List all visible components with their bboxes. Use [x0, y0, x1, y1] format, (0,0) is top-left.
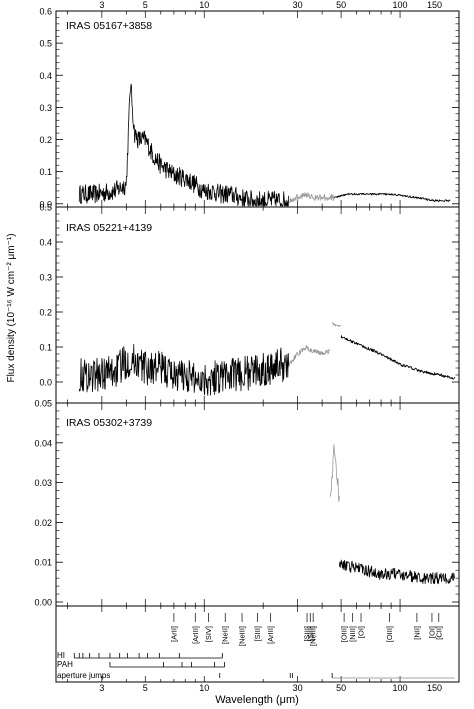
y-tick-label: 0.03 [34, 478, 52, 488]
line-label: [ArII] [169, 626, 178, 642]
panel-3-grid-ticks: 0.00 0.01 0.02 0.03 0.04 0.05 [34, 399, 460, 608]
y-tick-label: 0.05 [34, 399, 52, 409]
line-label: [NIII] [348, 626, 357, 642]
panel-1-grid-ticks: 0.0 0.1 0.2 0.3 0.4 0.5 0.6 [39, 7, 460, 209]
y-tick-label: 0.00 [34, 598, 52, 608]
series-line [338, 559, 456, 585]
x-tick-label-top: 150 [427, 0, 442, 10]
x-tick-label: 150 [427, 683, 442, 693]
y-tick-label: 0.01 [34, 558, 52, 568]
x-tick-label-top: 3 [99, 0, 104, 10]
x-tick-label-top: 10 [199, 0, 209, 10]
x-tick-label-top: 100 [393, 0, 408, 10]
row-label: PAH [57, 660, 73, 669]
x-tick-label-top: 5 [143, 0, 148, 10]
x-tick-label: 50 [336, 683, 346, 693]
x-tick-label: 3 [99, 683, 104, 693]
row-label: aperture jumps [57, 671, 110, 680]
series-line [288, 191, 335, 204]
x-tick-label-top: 30 [293, 0, 303, 10]
line-label: [NII] [412, 626, 421, 640]
series-line [329, 444, 340, 503]
line-label: [OI] [357, 626, 366, 638]
y-axis-label: Flux density (10⁻¹⁶ W cm⁻² μm⁻¹) [6, 233, 17, 382]
y-tick-label: 0.4 [39, 238, 52, 248]
series-line [288, 344, 331, 367]
x-tick-label-top: 50 [336, 0, 346, 10]
x-axis-label: Wavelength (μm) [215, 694, 299, 706]
series-line [340, 335, 456, 380]
bottom-axis-labels: 3 5 10 30 50 100 150 [99, 683, 442, 693]
x-tick-label: 5 [143, 683, 148, 693]
y-tick-label: 0.0 [39, 199, 52, 209]
line-label: [SIV] [204, 626, 213, 642]
panel-2-grid-ticks: 0.0 0.1 0.2 0.3 0.4 0.5 [39, 203, 460, 403]
y-tick-label: 0.5 [39, 39, 52, 49]
y-tick-label: 0.1 [39, 343, 52, 353]
panel-2: 0.0 0.1 0.2 0.3 0.4 0.5 IRAS 05221+4139 [39, 203, 460, 404]
lines-panel-frame [55, 605, 460, 683]
panel-3-series [329, 444, 456, 585]
y-tick-label: 0.4 [39, 71, 52, 81]
y-tick-label: 0.2 [39, 135, 52, 145]
line-label: [CII] [434, 626, 443, 640]
line-label: [NeIII] [238, 626, 247, 646]
y-tick-label: 0.3 [39, 273, 52, 283]
series-line [78, 83, 290, 207]
panel-1-title: IRAS 05167+3858 [66, 20, 152, 32]
lines-panel-content: [ArII] [ArIII] [SIV] [NeII] [NeIII] [SIII] [Ar… [57, 606, 460, 682]
panel-1: 0.0 0.1 0.2 0.3 0.4 0.5 0.6 IRAS 05167+3858 [39, 7, 460, 209]
y-tick-label: 0.3 [39, 103, 52, 113]
panel-3: 0.00 0.01 0.02 0.03 0.04 0.05 IRAS 05302+3739 [34, 399, 460, 608]
y-tick-label: 0.02 [34, 518, 52, 528]
panel-2-series [78, 322, 456, 396]
line-label: [SIII] [303, 626, 312, 641]
y-tick-label: 0.1 [39, 167, 52, 177]
series-line [331, 322, 342, 327]
line-label: [OIII] [385, 626, 394, 642]
y-tick-label: 0.0 [39, 378, 52, 388]
line-label: [ArIII] [191, 626, 200, 644]
line-label: [NeIII] [309, 626, 318, 646]
series-line [333, 192, 451, 202]
line-label: [OIII] [340, 626, 349, 642]
line-label: [OI] [427, 626, 436, 638]
x-tick-label: 30 [293, 683, 303, 693]
line-label: [ArIII] [266, 626, 275, 644]
panel-3-frame [55, 402, 460, 607]
y-tick-label: 0.2 [39, 308, 52, 318]
lines-panel: [ArII] [ArIII] [SIV] [NeII] [NeIII] [SIII] [Ar… [55, 605, 460, 683]
line-label: [NeII] [221, 626, 230, 644]
panel-1-series [78, 83, 451, 207]
y-tick-label: 0.5 [39, 203, 52, 213]
line-label: [SIII] [253, 626, 262, 641]
x-tick-label: 100 [393, 683, 408, 693]
panel-1-frame [55, 10, 460, 208]
series-line [78, 343, 290, 396]
y-tick-label: 0.6 [39, 7, 52, 17]
line-label: [SiII] [306, 626, 315, 641]
row-label: HI [57, 651, 65, 660]
panel-2-title: IRAS 05221+4139 [66, 222, 152, 234]
top-axis-labels: 3 5 10 30 50 100 150 [99, 0, 442, 10]
y-tick-label: 0.04 [34, 438, 52, 448]
panel-3-title: IRAS 05302+3739 [66, 417, 152, 429]
x-tick-label: 10 [199, 683, 209, 693]
